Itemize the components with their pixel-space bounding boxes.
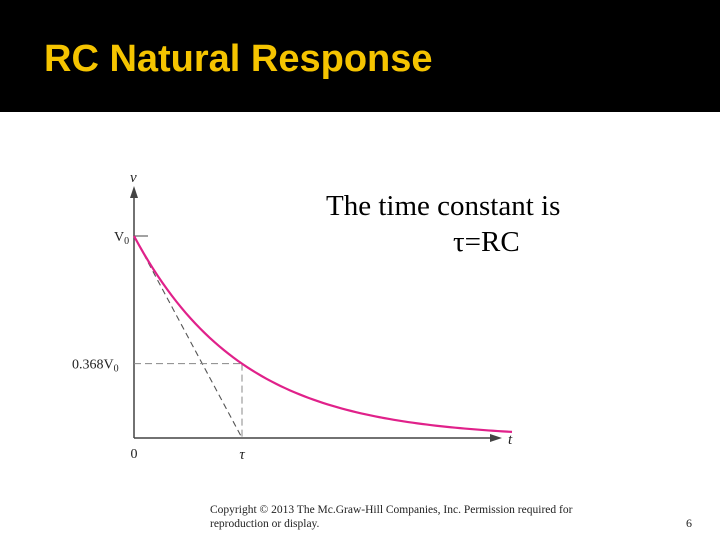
x-tick-label-tau: τ [239,447,245,463]
voltage-decay-curve [133,235,513,433]
y-axis-arrow [130,186,138,198]
time-constant-note: The time constant is τ=RC [310,188,640,261]
copyright-notice: Copyright © 2013 The Mc.Graw-Hill Compan… [210,504,573,531]
x-axis-arrow [490,434,502,442]
x-axis-label: t [508,432,513,448]
page-number: 6 [686,516,692,530]
note-line-2: τ=RC [453,226,520,259]
tangent-line [133,235,243,439]
y-axis-label: v [130,170,137,186]
y-tick-label-v0: V0 [114,230,129,247]
note-line-1: The time constant is [326,190,561,222]
x-tick-label-0: 0 [131,447,138,462]
title-bar: RC Natural Response [0,0,720,112]
rc-response-chart: v t V0 0.368V0 0 τ [72,170,513,463]
y-tick-label-0368v0: 0.368V0 [72,358,119,375]
slide-title: RC Natural Response [44,38,433,80]
